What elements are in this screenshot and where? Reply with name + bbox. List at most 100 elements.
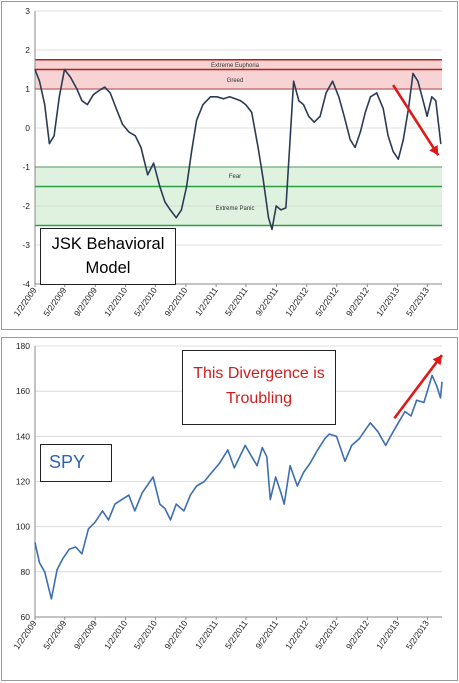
series-point — [159, 185, 161, 188]
series-point — [397, 422, 399, 424]
series-point — [359, 131, 361, 133]
x-tick-label: 1/2/2013 — [374, 618, 401, 651]
series-point — [271, 228, 273, 230]
y-tick-label: 140 — [16, 431, 30, 441]
series-point — [275, 476, 277, 478]
trend-arrow-shaft — [392, 84, 440, 157]
x-tick-label: 9/2/2009 — [72, 618, 99, 651]
series-point — [283, 503, 285, 505]
series-point — [404, 410, 406, 413]
series-point — [416, 399, 418, 401]
series-point — [324, 437, 326, 440]
y-tick-label: -4 — [22, 279, 30, 289]
model-label-line1: JSK Behavioral — [51, 235, 165, 253]
x-tick-label: 5/2/2012 — [313, 285, 340, 318]
series-point — [101, 510, 104, 512]
series-point — [203, 480, 205, 483]
series-point — [159, 503, 161, 505]
x-tick-label: 1/2/2009 — [11, 285, 38, 318]
x-tick-label: 5/2/2011 — [223, 285, 250, 318]
series-point — [269, 498, 271, 501]
y-tick-label: 2 — [25, 45, 30, 55]
series-point — [44, 571, 46, 573]
series-point — [86, 104, 88, 106]
series-point — [257, 146, 259, 149]
zone-label-greed: Greed — [227, 78, 244, 84]
series-point — [239, 100, 242, 102]
series-point — [180, 209, 183, 211]
x-tick-label: 5/2/2010 — [132, 285, 159, 318]
y-tick-label: 0 — [25, 123, 30, 133]
series-point — [233, 467, 235, 469]
series-point — [343, 115, 345, 117]
series-point — [309, 462, 311, 465]
series-point — [147, 174, 149, 176]
x-tick-label: 1/2/2011 — [193, 285, 220, 318]
series-point — [426, 115, 428, 117]
x-tick-label: 5/2/2011 — [223, 618, 250, 651]
x-tick-label: 5/2/2012 — [313, 618, 340, 651]
y-tick-label: 120 — [16, 477, 30, 487]
series-point — [209, 96, 212, 98]
series-point — [376, 92, 378, 94]
series-point — [266, 456, 268, 458]
series-point — [211, 471, 213, 474]
series-point — [115, 107, 117, 110]
series-point — [302, 471, 305, 474]
series-point — [377, 431, 379, 433]
series-point — [382, 107, 384, 110]
series-point — [280, 209, 282, 211]
series-point — [92, 94, 94, 96]
series-point — [153, 162, 155, 164]
series-point — [354, 146, 356, 149]
series-point — [107, 519, 110, 521]
series-point — [440, 143, 442, 145]
series-point — [402, 139, 404, 141]
series-point — [285, 207, 287, 209]
y-tick-label: 160 — [16, 386, 30, 396]
series-point — [104, 86, 106, 88]
x-tick-label: 5/2/2009 — [41, 285, 68, 318]
series-point — [251, 111, 253, 113]
series-point — [422, 100, 424, 102]
series-point — [53, 135, 55, 137]
series-point — [439, 397, 442, 399]
series-point — [50, 598, 52, 600]
series-point — [94, 521, 96, 523]
series-point — [227, 449, 229, 451]
series-point — [169, 519, 172, 521]
series-point — [369, 422, 371, 424]
series-point — [202, 104, 204, 106]
spy-label-box: SPY — [40, 444, 112, 482]
series-point — [436, 386, 438, 388]
series-point — [275, 205, 277, 207]
series-point — [364, 111, 366, 113]
series-point — [58, 96, 60, 98]
series-point — [262, 178, 264, 180]
series-point — [68, 548, 70, 550]
series-point — [56, 568, 58, 571]
series-point — [216, 96, 218, 98]
zone-band-1 — [35, 69, 442, 89]
series-point — [38, 80, 41, 82]
series-point — [385, 444, 387, 446]
series-point — [423, 401, 425, 404]
behavioral-model-chart-panel: 3 2 1 0 -1 -2 -3 -4 1/2/2009 5/2/2009 9/2/2009 1/2/… — [1, 1, 458, 330]
series-point — [369, 96, 372, 98]
series-point — [338, 96, 340, 98]
x-tick-label: 5/2/2013 — [404, 618, 431, 651]
trend-arrow-head — [432, 355, 442, 366]
series-point — [81, 100, 83, 102]
series-point — [431, 374, 433, 376]
x-tick-label: 1/2/2011 — [193, 618, 220, 651]
zone-label-fear: Fear — [229, 174, 241, 180]
series-point — [256, 465, 258, 467]
series-point — [410, 415, 412, 417]
x-tick-label: 1/2/2012 — [283, 285, 310, 318]
zone-label-extreme-euphoria: Extreme Euphoria — [211, 63, 260, 69]
series-point — [244, 444, 246, 446]
series-point — [169, 209, 171, 211]
y-tick-label: -1 — [22, 162, 30, 172]
